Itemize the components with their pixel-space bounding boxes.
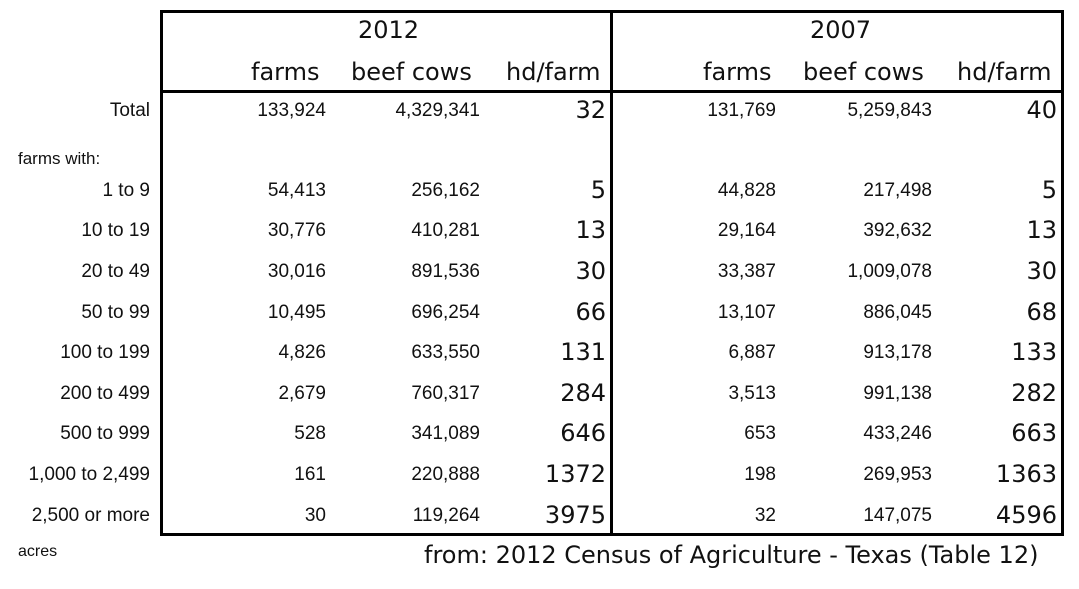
farms-2007-cell: 44,828 xyxy=(717,180,776,201)
farms-2007-cell: 13,107 xyxy=(717,302,776,323)
source-note: from: 2012 Census of Agriculture - Texas… xyxy=(424,541,1039,569)
row-label: 500 to 999 xyxy=(60,423,150,444)
row-label: 10 to 19 xyxy=(81,220,150,241)
hd-farm-2012-cell: 5 xyxy=(590,176,606,204)
header-divider xyxy=(160,90,1064,93)
farms-2007-cell: 3,513 xyxy=(728,383,776,404)
beef-cows-2012-cell: 891,536 xyxy=(411,261,480,282)
acres-label: acres xyxy=(18,543,58,560)
beef-cows-2012-cell: 4,329,341 xyxy=(395,100,480,121)
hd-farm-2007-cell: 1363 xyxy=(995,460,1057,488)
farms-2007-cell: 33,387 xyxy=(717,261,776,282)
year-2012-header: 2012 xyxy=(358,16,420,44)
beef-cows-2012-cell: 220,888 xyxy=(411,464,480,485)
farms-with-label: farms with: xyxy=(18,149,101,168)
hd-farm-2012-cell: 131 xyxy=(560,338,606,366)
hd-farm-2012-cell: 30 xyxy=(575,257,606,285)
row-label: 1,000 to 2,499 xyxy=(28,464,151,485)
hd-farm-2012-cell: 13 xyxy=(575,216,606,244)
hd-farm-2007-cell: 133 xyxy=(1011,338,1057,366)
row-label: 200 to 499 xyxy=(60,383,150,404)
col-hd-farm-2007: hd/farm xyxy=(957,58,1052,86)
farms-2012-cell: 10,495 xyxy=(267,302,326,323)
farms-2012-cell: 2,679 xyxy=(278,383,326,404)
beef-cows-2007-cell: 5,259,843 xyxy=(847,100,932,121)
beef-cows-2012-cell: 410,281 xyxy=(411,220,480,241)
beef-cows-2007-cell: 217,498 xyxy=(863,180,932,201)
beef-cows-2012-cell: 341,089 xyxy=(411,423,480,444)
row-label: Total xyxy=(109,100,150,121)
hd-farm-2012-cell: 646 xyxy=(560,419,606,447)
beef-cows-2007-cell: 886,045 xyxy=(863,302,932,323)
hd-farm-2007-cell: 4596 xyxy=(995,501,1057,529)
hd-farm-2007-cell: 282 xyxy=(1011,379,1057,407)
beef-cows-2012-cell: 256,162 xyxy=(411,180,480,201)
farms-2007-cell: 198 xyxy=(744,464,776,485)
col-beef-cows-2012: beef cows xyxy=(351,58,472,86)
col-hd-farm-2012: hd/farm xyxy=(506,58,601,86)
farms-2012-cell: 161 xyxy=(294,464,326,485)
farms-2012-cell: 30 xyxy=(304,505,326,526)
hd-farm-2012-cell: 284 xyxy=(560,379,606,407)
beef-cows-2012-cell: 119,264 xyxy=(412,505,480,526)
hd-farm-2007-cell: 30 xyxy=(1026,257,1057,285)
col-farms-2012: farms xyxy=(251,58,320,86)
farms-2007-cell: 6,887 xyxy=(728,342,776,363)
row-label: 2,500 or more xyxy=(31,505,150,526)
farms-2007-cell: 29,164 xyxy=(717,220,776,241)
year-divider xyxy=(610,10,613,536)
farms-2012-cell: 30,016 xyxy=(267,261,326,282)
farms-2007-cell: 32 xyxy=(754,505,776,526)
col-beef-cows-2007: beef cows xyxy=(803,58,924,86)
row-label: 1 to 9 xyxy=(102,180,150,201)
hd-farm-2007-cell: 13 xyxy=(1026,216,1057,244)
beef-cows-2007-cell: 1,009,078 xyxy=(847,261,932,282)
hd-farm-2012-cell: 1372 xyxy=(544,460,606,488)
row-label: 100 to 199 xyxy=(60,342,150,363)
hd-farm-2007-cell: 40 xyxy=(1026,96,1057,124)
beef-cows-2007-cell: 991,138 xyxy=(863,383,932,404)
col-farms-2007: farms xyxy=(703,58,772,86)
beef-cows-2007-cell: 269,953 xyxy=(863,464,932,485)
hd-farm-2012-cell: 3975 xyxy=(544,501,606,529)
row-label: 50 to 99 xyxy=(81,302,150,323)
hd-farm-2012-cell: 32 xyxy=(575,96,606,124)
hd-farm-2007-cell: 663 xyxy=(1011,419,1057,447)
beef-cows-2012-cell: 696,254 xyxy=(411,302,480,323)
hd-farm-2007-cell: 68 xyxy=(1026,298,1057,326)
beef-cows-2012-cell: 633,550 xyxy=(411,342,480,363)
beef-cows-2012-cell: 760,317 xyxy=(411,383,480,404)
farms-2012-cell: 4,826 xyxy=(278,342,326,363)
row-label: 20 to 49 xyxy=(81,261,150,282)
hd-farm-2012-cell: 66 xyxy=(575,298,606,326)
farms-2012-cell: 30,776 xyxy=(267,220,326,241)
hd-farm-2007-cell: 5 xyxy=(1041,176,1057,204)
farms-2012-cell: 54,413 xyxy=(267,180,326,201)
beef-cows-2007-cell: 913,178 xyxy=(863,342,932,363)
beef-cows-2007-cell: 392,632 xyxy=(863,220,932,241)
farms-2012-cell: 528 xyxy=(294,423,326,444)
beef-cows-2007-cell: 433,246 xyxy=(863,423,932,444)
year-2007-header: 2007 xyxy=(810,16,872,44)
beef-cows-2007-cell: 147,075 xyxy=(863,505,932,526)
farms-2007-cell: 653 xyxy=(744,423,776,444)
farms-2012-cell: 133,924 xyxy=(257,100,326,121)
farms-2007-cell: 131,769 xyxy=(707,100,776,121)
